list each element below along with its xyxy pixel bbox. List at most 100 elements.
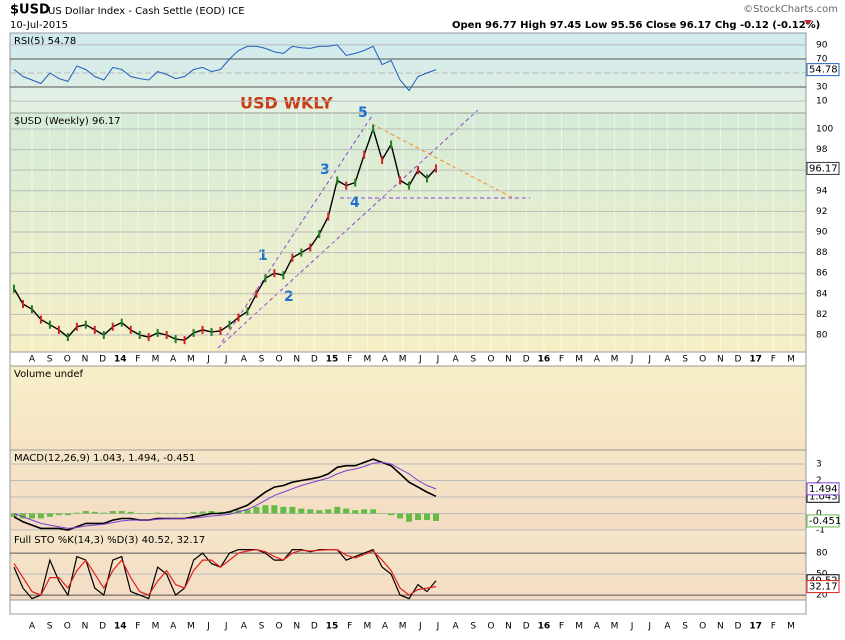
x-tick-label: J	[630, 622, 634, 632]
histogram-bar	[46, 513, 53, 517]
histogram-bar	[415, 513, 422, 521]
value-label: 96.17	[809, 163, 838, 174]
histogram-bar	[154, 512, 161, 514]
y-tick-label: 92	[816, 207, 827, 217]
x-tick-label: M	[611, 355, 619, 365]
price-line	[13, 126, 437, 341]
x-tick-label: N	[717, 622, 724, 632]
x-tick-label: A	[382, 355, 389, 365]
y-tick-label: 90	[816, 227, 828, 237]
macd-line	[13, 461, 437, 529]
histogram-bar	[127, 511, 134, 514]
volume-panel	[9, 365, 807, 451]
histogram-bar	[82, 511, 89, 514]
y-tick-label: 82	[816, 310, 827, 320]
panel-header: MACD(12,26,9) 1.043, 1.494, -0.451	[14, 453, 195, 464]
x-tick-label: D	[523, 622, 530, 632]
x-tick-label: O	[64, 355, 71, 365]
x-tick-label: D	[523, 355, 530, 365]
histogram-bar	[37, 513, 44, 519]
histogram-bar	[190, 512, 197, 514]
histogram-bar	[199, 511, 206, 514]
x-tick-label: A	[453, 622, 460, 632]
x-tick-label: A	[453, 355, 460, 365]
value-label: 54.78	[809, 65, 838, 76]
histogram-bar	[343, 508, 350, 514]
x-tick-label: N	[82, 622, 89, 632]
histogram-bar	[397, 513, 404, 519]
value-box	[806, 514, 840, 528]
x-tick-label: F	[135, 622, 140, 632]
x-tick-label: D	[311, 622, 318, 632]
x-tick-label: S	[682, 355, 688, 365]
y-tick-label: 98	[816, 145, 828, 155]
x-tick-label: S	[259, 355, 265, 365]
x-tick-label: J	[418, 355, 422, 365]
sto-panel	[9, 529, 807, 601]
sto-line	[13, 548, 437, 596]
histogram-bar	[370, 509, 377, 514]
x-tick-label: 17	[749, 622, 762, 632]
x-tick-label: M	[575, 355, 583, 365]
x-tick-label: O	[276, 355, 283, 365]
y-tick-label: 30	[816, 83, 828, 93]
x-tick-label: A	[664, 355, 671, 365]
x-tick-label: M	[152, 355, 160, 365]
y-tick-label: -1	[816, 526, 825, 536]
symbol: $USD	[10, 3, 50, 18]
x-tick-label: F	[559, 622, 564, 632]
x-axis-band	[9, 599, 807, 615]
macd-line	[13, 458, 437, 531]
histogram-bar	[361, 509, 368, 514]
x-tick-label: O	[699, 355, 706, 365]
value-box	[806, 63, 840, 77]
value-box	[806, 580, 840, 594]
x-tick-label: O	[699, 622, 706, 632]
x-tick-label: J	[436, 622, 440, 632]
y-tick-label: 90	[816, 40, 828, 50]
y-tick-label: 88	[816, 248, 828, 258]
histogram-bar	[55, 513, 62, 516]
x-tick-label: D	[99, 622, 106, 632]
histogram-bar	[424, 513, 431, 521]
x-tick-label: N	[82, 355, 89, 365]
y-tick-label: 0	[816, 509, 822, 519]
x-tick-label: 15	[326, 622, 339, 632]
x-tick-label: M	[611, 622, 619, 632]
annotation: USD WKLY	[240, 94, 333, 113]
x-tick-label: 17	[749, 355, 762, 365]
value-label: 1.043	[809, 491, 838, 502]
x-tick-label: 14	[114, 622, 127, 632]
x-tick-label: J	[436, 355, 440, 365]
x-tick-label: 15	[326, 355, 339, 365]
histogram-bar	[11, 513, 17, 517]
x-tick-label: D	[99, 355, 106, 365]
x-tick-label: S	[470, 355, 476, 365]
x-tick-label: M	[187, 355, 195, 365]
value-box	[806, 161, 840, 175]
x-tick-label: N	[717, 355, 724, 365]
x-tick-label: O	[64, 622, 71, 632]
x-tick-label: M	[787, 355, 795, 365]
histogram-bar	[244, 509, 251, 514]
x-tick-label: S	[470, 622, 476, 632]
x-tick-label: N	[293, 622, 300, 632]
histogram-bar	[181, 513, 188, 514]
quote: Open 96.77 High 97.45 Low 95.56 Close 96…	[452, 20, 820, 31]
y-tick-label: 2	[816, 476, 822, 486]
x-tick-label: M	[787, 622, 795, 632]
histogram-bar	[100, 512, 107, 514]
x-tick-label: A	[29, 622, 36, 632]
histogram-bar	[172, 513, 179, 514]
histogram-bar	[208, 511, 215, 514]
x-tick-label: A	[241, 355, 248, 365]
x-tick-label: J	[206, 355, 210, 365]
x-tick-label: N	[505, 622, 512, 632]
x-tick-label: F	[771, 622, 776, 632]
value-label: 1.494	[809, 484, 838, 495]
menu-arrow[interactable]	[804, 20, 812, 25]
panel-header: Volume undef	[14, 369, 84, 380]
x-tick-label: F	[135, 355, 140, 365]
y-tick-label: 80	[816, 331, 828, 341]
histogram-bar	[253, 506, 260, 514]
